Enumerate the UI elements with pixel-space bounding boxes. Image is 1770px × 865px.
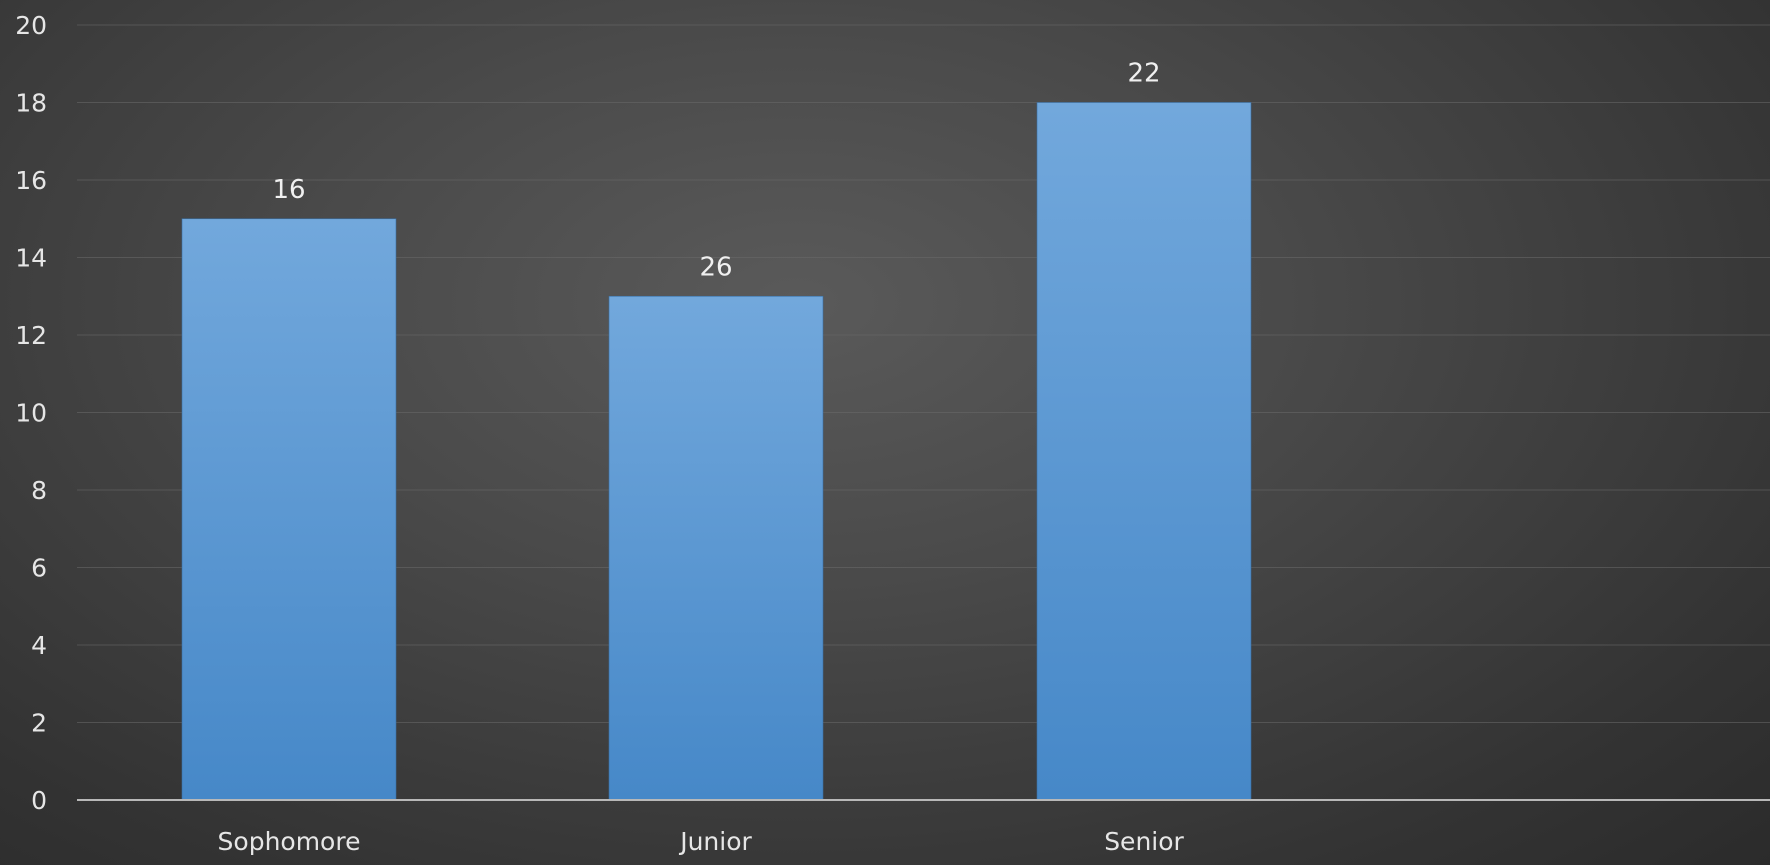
y-tick-label-4: 4 <box>31 631 47 660</box>
data-labels: 16 26 22 <box>272 59 1160 283</box>
y-tick-label-14: 14 <box>15 244 47 273</box>
category-labels: Sophomore Junior Senior <box>218 827 1185 856</box>
category-label-sophomore: Sophomore <box>218 827 361 856</box>
category-label-senior: Senior <box>1104 827 1184 856</box>
y-tick-label-2: 2 <box>31 709 47 738</box>
bars <box>181 102 1252 801</box>
y-axis-tick-labels: 0 2 4 6 8 10 12 14 16 18 20 <box>15 11 47 815</box>
y-tick-label-0: 0 <box>31 786 47 815</box>
bar-sophomore <box>181 218 397 801</box>
bar-junior <box>608 295 824 801</box>
y-tick-label-10: 10 <box>15 399 47 428</box>
y-tick-label-8: 8 <box>31 476 47 505</box>
y-tick-label-20: 20 <box>15 11 47 40</box>
category-label-junior: Junior <box>678 827 752 856</box>
data-label-sophomore: 16 <box>272 175 305 205</box>
y-tick-label-16: 16 <box>15 166 47 195</box>
y-tick-label-12: 12 <box>15 321 47 350</box>
data-label-junior: 26 <box>699 252 732 282</box>
y-tick-label-6: 6 <box>31 554 47 583</box>
data-label-senior: 22 <box>1127 59 1160 89</box>
y-tick-label-18: 18 <box>15 89 47 118</box>
bar-senior <box>1036 102 1252 801</box>
